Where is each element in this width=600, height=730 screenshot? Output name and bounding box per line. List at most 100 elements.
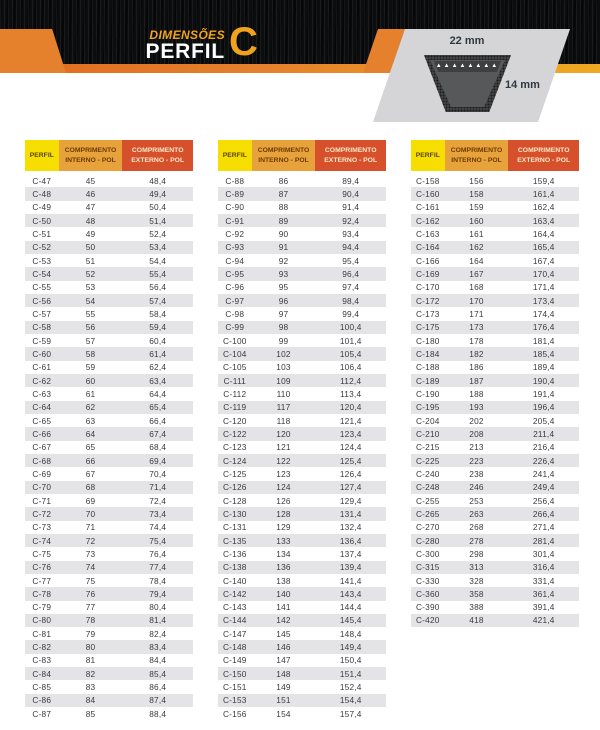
table-row: C-90 88 91,4 — [218, 201, 386, 214]
table-cell: C-140 — [222, 575, 247, 586]
table-row: C-93 91 94,4 — [218, 240, 386, 254]
table-cell: 174,4 — [532, 308, 555, 319]
table-cell: 80,4 — [149, 602, 167, 613]
table-cell: 53,4 — [149, 242, 167, 253]
table-cell: 159,4 — [532, 175, 555, 186]
table-cell: C-360 — [415, 588, 440, 599]
table-cell: 90,4 — [342, 188, 360, 199]
table-cell: 173,4 — [532, 295, 555, 306]
table-row: C-48 46 49,4 — [25, 187, 193, 201]
table-row: C-98 97 99,4 — [218, 307, 386, 320]
table-row: C-60 58 61,4 — [25, 347, 193, 361]
table-cell: 188 — [469, 388, 484, 399]
table-row: C-54 52 55,4 — [25, 267, 193, 281]
profile-letter: C — [229, 20, 258, 64]
dimensions-label: DIMENSÕES — [149, 28, 225, 42]
table-cell: 117 — [276, 402, 291, 413]
table-cell: 189,4 — [532, 362, 555, 373]
table-row: C-265 263 266,4 — [411, 507, 579, 521]
table-row: C-161 159 162,4 — [411, 201, 579, 214]
table-cell: 60 — [85, 375, 96, 386]
orange-accent-strip — [0, 64, 600, 73]
table-cell: 202 — [469, 415, 484, 426]
table-cell: 165,4 — [532, 242, 555, 253]
table-cell: 78 — [85, 615, 96, 626]
table-cell: C-75 — [32, 548, 52, 559]
table-cell: 160 — [469, 215, 484, 226]
table-cell: 45 — [85, 175, 96, 186]
table-row: C-77 75 78,4 — [25, 574, 193, 587]
table-cell: C-130 — [222, 508, 247, 519]
table-cell: 59,4 — [149, 322, 167, 333]
table-cell: 95 — [278, 282, 289, 293]
table-row: C-215 213 216,4 — [411, 441, 579, 454]
table-row: C-56 54 57,4 — [25, 293, 193, 308]
table-cell: 178 — [469, 335, 484, 346]
table-row: C-81 79 82,4 — [25, 627, 193, 640]
belt-width-label: 22 mm — [449, 35, 485, 47]
table-cell: 95,4 — [342, 255, 360, 266]
table-row: C-94 92 95,4 — [218, 254, 386, 267]
table-row: C-100 99 101,4 — [218, 334, 386, 347]
table-cell: 268 — [469, 522, 484, 533]
table-cell: C-138 — [222, 562, 247, 573]
table-row: C-125 123 126,4 — [218, 467, 386, 480]
table-row: C-130 128 131,4 — [218, 507, 386, 521]
table-cell: 141 — [276, 602, 291, 613]
table-cell: 328 — [469, 575, 484, 586]
table-row: C-92 90 93,4 — [218, 227, 386, 240]
table-cell: C-330 — [415, 575, 440, 586]
table-cell: C-60 — [32, 348, 52, 359]
table-row: C-150 148 151,4 — [218, 667, 386, 681]
table-cell: 208 — [469, 428, 484, 439]
table-cell: 132,4 — [339, 522, 362, 533]
belt-cords-icon: ▲▲▲▲▲▲▲▲ — [435, 63, 500, 69]
table-row: C-47 45 48,4 — [25, 174, 193, 187]
table-row: C-136 134 137,4 — [218, 547, 386, 560]
table-row: C-163 161 164,4 — [411, 227, 579, 240]
table-row: C-74 72 75,4 — [25, 533, 193, 548]
dimension-table-2: PERFIL COMPRIMENTO INTERNO - POL COMPRIM… — [218, 140, 386, 720]
table-cell: C-153 — [222, 695, 247, 706]
table-cell: C-57 — [32, 308, 52, 319]
table-cell: 76,4 — [149, 548, 167, 559]
table-cell: 213 — [469, 442, 484, 453]
table-cell: 87,4 — [149, 695, 167, 706]
table-cell: 131,4 — [339, 508, 362, 519]
column-header-comprimento-externo: COMPRIMENTO EXTERNO - POL — [122, 140, 193, 171]
table-cell: 88 — [278, 202, 289, 213]
table-cell: 162,4 — [532, 202, 555, 213]
table-cell: 69 — [85, 495, 96, 506]
table-cell: 64,4 — [149, 388, 167, 399]
table-row: C-131 129 132,4 — [218, 521, 386, 534]
column-header-comprimento-externo: COMPRIMENTO EXTERNO - POL — [315, 140, 386, 171]
table-cell: C-99 — [225, 322, 245, 333]
table-row: C-65 63 66,4 — [25, 414, 193, 427]
table-cell: 58 — [85, 348, 96, 359]
table-cell: C-180 — [415, 335, 440, 346]
table-row: C-69 67 70,4 — [25, 467, 193, 480]
table-cell: C-63 — [32, 388, 52, 399]
table-cell: 126 — [276, 495, 291, 506]
table-row: C-66 64 67,4 — [25, 427, 193, 441]
table-row: C-83 81 84,4 — [25, 654, 193, 667]
table-cell: C-149 — [222, 655, 247, 666]
table-cell: C-112 — [223, 388, 247, 399]
column-header-comprimento-externo: COMPRIMENTO EXTERNO - POL — [508, 140, 579, 171]
table-cell: 99 — [278, 335, 289, 346]
table-cell: 91 — [278, 242, 289, 253]
table-cell: 74,4 — [149, 522, 167, 533]
table-row: C-91 89 92,4 — [218, 213, 386, 228]
table-row: C-140 138 141,4 — [218, 574, 386, 587]
table-cell: 139,4 — [339, 562, 362, 573]
table-cell: C-59 — [32, 335, 52, 346]
table-cell: 163,4 — [532, 215, 555, 226]
table-row: C-50 48 51,4 — [25, 213, 193, 228]
table-row: C-390 388 391,4 — [411, 601, 579, 614]
table-cell: C-136 — [222, 548, 247, 559]
table-cell: 145,4 — [339, 615, 362, 626]
table-row: C-184 182 185,4 — [411, 347, 579, 361]
table-row: C-173 171 174,4 — [411, 307, 579, 320]
table-cell: C-105 — [222, 362, 247, 373]
table-cell: 56 — [85, 322, 96, 333]
